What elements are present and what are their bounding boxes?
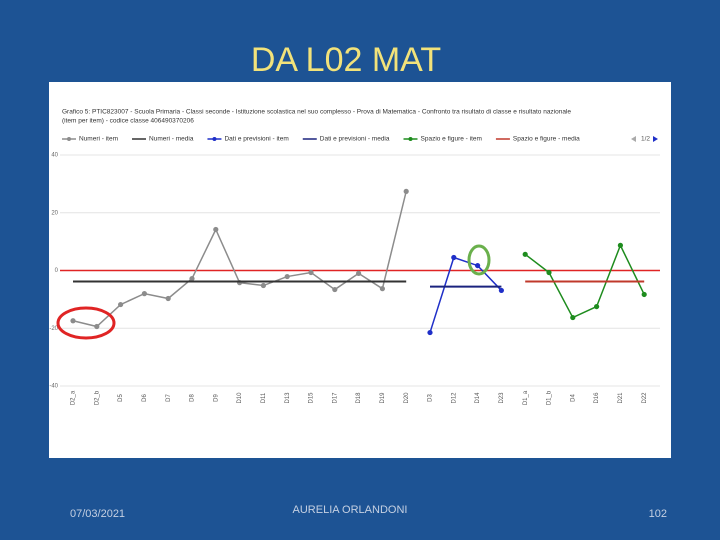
annotations [56,244,491,340]
data-point [118,301,124,308]
y-tick-label: 0 [55,268,59,274]
x-tick-label: D10 [237,392,243,404]
y-tick-label: 40 [51,153,58,159]
y-tick-label: -40 [49,384,58,390]
x-tick-label: D1_a [523,390,529,405]
data-point [427,329,433,336]
highlight-circle [467,244,491,276]
chart-subtitle: (item per item) - codice classe 40649037… [62,118,194,125]
data-point [498,287,504,294]
legend-page: 1/2 [641,136,650,143]
x-tick-label: D1_b [547,390,553,405]
legend-marker [408,137,413,141]
x-tick-label: D9 [213,394,219,402]
data-point [332,286,338,293]
x-tick-label: D5 [118,394,124,402]
data-point [546,269,552,276]
x-tick-label: D19 [380,392,386,404]
y-tick-label: -20 [49,326,58,332]
legend-prev[interactable] [631,136,636,142]
legend-label: Dati e previsioni - media [320,136,390,143]
legend-next[interactable] [653,136,658,142]
highlight-circle [56,306,116,340]
legend-marker [67,137,71,141]
legend-label: Dati e previsioni - item [224,136,288,143]
data-point [379,286,385,292]
x-tick-label: D18 [356,392,362,404]
x-tick-label: D17 [332,392,338,404]
x-tick-label: D6 [142,394,148,402]
x-tick-label: D23 [499,392,505,404]
x-tick-label: D20 [404,392,410,404]
data-point [189,275,195,282]
data-point [475,262,481,269]
data-point [141,291,147,297]
slide-author: AURELIA ORLANDONI [293,504,408,516]
x-tick-label: D3 [428,394,434,402]
data-point [451,254,457,261]
data-point [594,303,600,310]
data-point [70,318,76,324]
x-tick-label: D16 [594,392,600,404]
x-tick-label: D15 [309,392,315,404]
data-point [522,251,528,257]
data-point [213,226,219,233]
x-tick-label: D21 [618,392,624,404]
legend-label: Numeri - media [149,136,194,143]
x-tick-label: D7 [166,394,172,402]
slide-title: DA L02 MAT [251,41,441,79]
x-tick-label: D13 [285,392,291,404]
legend-label: Numeri - item [79,136,118,143]
legend-marker [212,137,217,141]
series-line [524,243,645,319]
chart-title: Grafico 5: PTIC823007 - Scuola Primaria … [62,109,571,116]
data-point [284,273,290,280]
legend-label: Spazio e figure - media [513,136,580,143]
x-tick-label: D11 [261,392,267,403]
slide-number: 102 [649,508,667,520]
x-tick-label: D14 [475,392,481,404]
x-tick-label: D4 [570,394,576,402]
data-point [94,323,100,330]
data-point [356,270,362,276]
data-point [165,295,171,302]
y-tick-label: 20 [51,210,58,216]
data-point [308,269,314,276]
data-point [617,242,624,248]
data-point [403,188,409,194]
plot: -40 -20 0 20 40 D2_a D2_b D5 D6 D7 D8 D9 D10 D11 D13 D1… [49,136,660,405]
x-tick-label: D2_b [94,390,100,405]
x-tick-label: D2_a [71,390,77,405]
x-tick-label: D8 [190,394,196,402]
data-point [570,314,576,321]
x-tick-label: D22 [642,392,648,404]
series-line [429,256,502,333]
data-point [260,282,266,289]
x-tick-label: D12 [451,392,457,404]
legend-label: Spazio e figure - item [421,136,482,143]
data-point [641,291,647,298]
slide-date: 07/03/2021 [70,508,125,520]
